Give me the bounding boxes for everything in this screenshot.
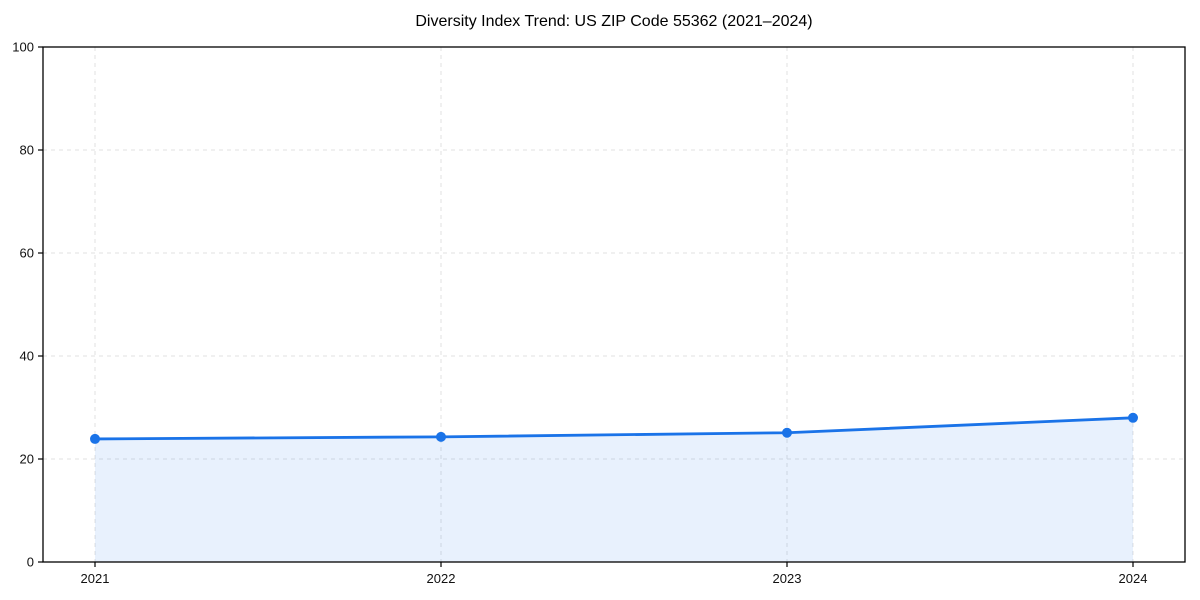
data-point bbox=[1128, 412, 1138, 423]
x-tick-label: 2024 bbox=[1119, 571, 1148, 586]
y-tick-label: 0 bbox=[27, 555, 34, 570]
trend-line bbox=[93, 416, 1135, 441]
data-point bbox=[782, 427, 792, 438]
x-tick-label: 2022 bbox=[427, 571, 456, 586]
y-tick-label: 80 bbox=[20, 143, 34, 158]
area-fill bbox=[95, 417, 1133, 562]
plot-border bbox=[42, 46, 1186, 563]
y-tick-label: 60 bbox=[20, 246, 34, 261]
chart-title: Diversity Index Trend: US ZIP Code 55362… bbox=[415, 13, 813, 30]
y-tick-label: 100 bbox=[12, 40, 34, 55]
x-tick-label: 2023 bbox=[773, 571, 802, 586]
data-point bbox=[436, 431, 446, 442]
x-tick-label: 2021 bbox=[81, 571, 110, 586]
y-tick-label: 40 bbox=[20, 349, 34, 364]
data-point bbox=[90, 433, 100, 444]
y-tick-label: 20 bbox=[20, 452, 34, 467]
